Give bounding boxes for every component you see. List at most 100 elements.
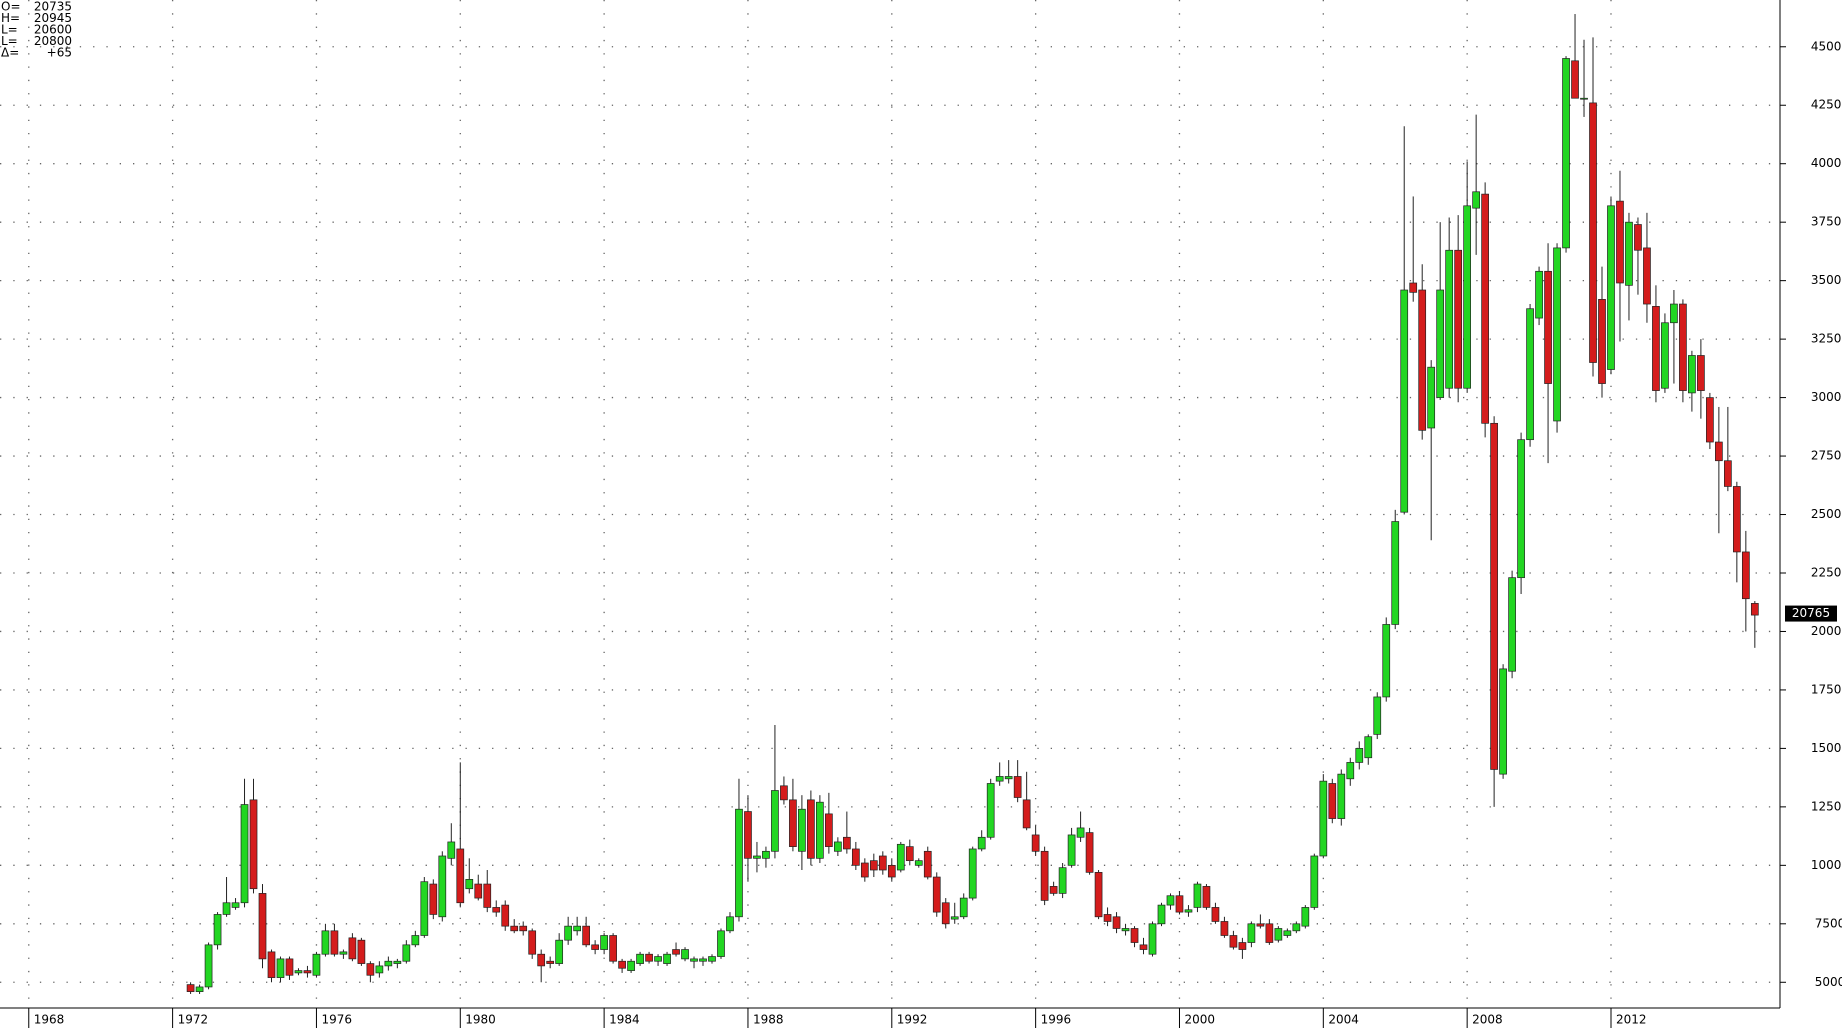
candle-body [1139, 944, 1148, 950]
candle-body [375, 965, 384, 974]
candle-body [528, 930, 537, 955]
x-tick-label: 1988 [753, 1013, 784, 1027]
candle-body [330, 930, 339, 955]
candle-body [447, 841, 456, 859]
x-tick-label: 2004 [1328, 1013, 1359, 1027]
candle-body [914, 860, 923, 866]
candle-body [842, 836, 851, 850]
candle-body [420, 881, 429, 936]
candle-body [519, 925, 528, 932]
candle-body [1427, 366, 1436, 429]
candle-body [204, 944, 213, 988]
candle-body [1112, 916, 1121, 929]
candle-body [1292, 923, 1301, 932]
candle-body [231, 902, 240, 908]
candle-body [627, 960, 635, 971]
x-tick-label: 1992 [897, 1013, 928, 1027]
candle-body [1157, 904, 1166, 925]
candle-body [573, 925, 582, 932]
readout-label: L= [1, 34, 18, 48]
candle-body [1067, 834, 1076, 866]
candle-body [1319, 780, 1328, 857]
candle-body [1220, 921, 1229, 936]
candle-body [851, 848, 860, 866]
candle-body [654, 956, 662, 962]
candle-body [582, 925, 590, 946]
candle-body [1625, 221, 1633, 286]
candle-body [1553, 247, 1561, 422]
candle-body [1463, 205, 1472, 389]
readout-value: 20945 [34, 11, 72, 25]
candle-body [1013, 776, 1022, 798]
candle-body [1750, 603, 1759, 616]
candle-body [1697, 355, 1705, 391]
candle-body [645, 953, 653, 962]
candle-body [501, 904, 510, 927]
candle-body [780, 785, 788, 801]
candle-body [1661, 322, 1669, 389]
candle-body [510, 925, 519, 932]
candle-body [1724, 460, 1732, 487]
candle-body [1418, 289, 1427, 431]
candle-body [1211, 907, 1220, 922]
candle-body [276, 958, 285, 978]
y-tick-label: 37500 [1811, 215, 1842, 229]
candle-body [1229, 935, 1238, 948]
candle-body [744, 811, 752, 859]
candle-body [977, 836, 986, 850]
candle-body [294, 970, 303, 974]
candle-body [663, 953, 671, 964]
candle-body [887, 864, 896, 878]
candle-body [1373, 696, 1382, 735]
x-tick-label: 1984 [609, 1013, 640, 1027]
candle-body [1130, 928, 1139, 943]
y-tick-label: 17500 [1811, 682, 1842, 696]
candle-body [932, 876, 941, 913]
candle-body [1607, 205, 1615, 370]
candle-body [1328, 783, 1337, 819]
x-tick-label: 2012 [1616, 1013, 1647, 1027]
candle-body [753, 855, 761, 859]
candle-body [896, 843, 905, 871]
x-tick-label: 2000 [1184, 1013, 1215, 1027]
candle-body [1571, 60, 1579, 99]
candle-body [303, 970, 312, 974]
candle-body [267, 951, 276, 978]
candle-body [807, 799, 815, 859]
candle-body [546, 960, 555, 964]
candle-body [429, 883, 438, 915]
y-tick-label: 10000 [1811, 858, 1842, 872]
candle-body [1382, 624, 1391, 698]
readout-value: 20800 [34, 34, 72, 48]
candle-body [816, 801, 824, 859]
candle-body [1040, 850, 1049, 901]
candle-body [1598, 299, 1606, 384]
candle-body [564, 925, 573, 941]
candle-body [968, 848, 977, 899]
candle-body [878, 855, 887, 871]
candle-body [1517, 439, 1525, 579]
y-tick-label: 35000 [1811, 273, 1842, 287]
last-price-box [1785, 605, 1837, 622]
readout-label: Δ= [1, 46, 19, 60]
candle-body [474, 883, 483, 899]
y-tick-label: 7500 [1815, 916, 1842, 930]
candle-body [1256, 923, 1265, 927]
candle-body [1400, 289, 1409, 513]
candle-body [699, 958, 707, 962]
candle-body [1310, 855, 1319, 908]
candle-body [995, 776, 1004, 782]
candle-body [591, 944, 599, 950]
candle-body [1652, 306, 1660, 391]
candle-body [717, 930, 725, 957]
candle-body [321, 930, 330, 955]
candle-body [1193, 883, 1202, 908]
candle-body [348, 937, 357, 960]
candle-body [393, 960, 402, 964]
candle-body [834, 841, 842, 852]
candle-body [1184, 909, 1193, 913]
candle-body [465, 879, 474, 890]
candle-body [986, 783, 995, 838]
candle-body [555, 939, 564, 964]
candle-body [1265, 923, 1274, 943]
